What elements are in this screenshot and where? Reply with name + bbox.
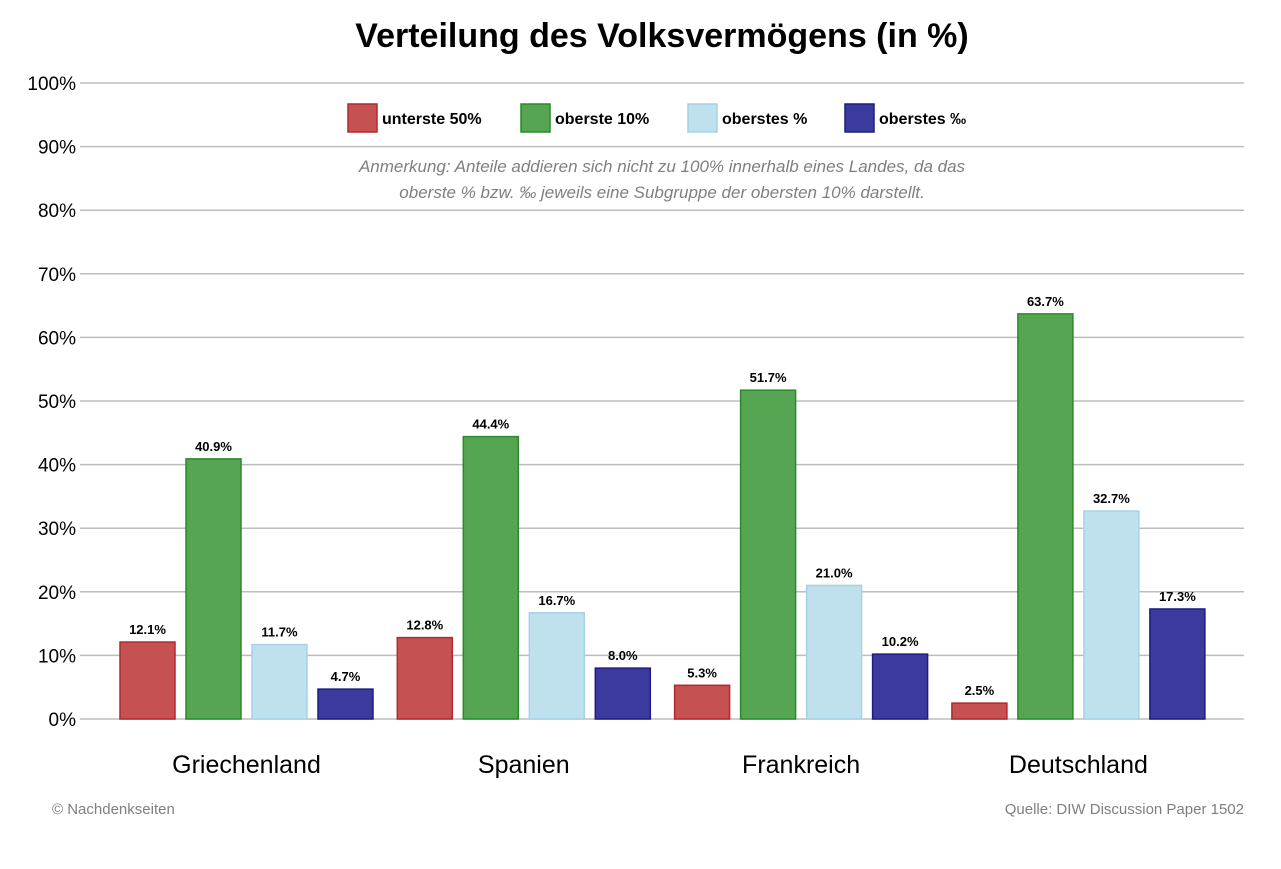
y-tick-label: 10% xyxy=(38,646,76,667)
x-tick-label-spanien: Spanien xyxy=(478,751,570,779)
legend-item-oberstes-prozent: oberstes % xyxy=(687,103,807,133)
legend-item-unterste-50: unterste 50% xyxy=(347,103,482,133)
bar-griechenland-unterste-50prozent xyxy=(119,641,176,720)
value-label: 44.4% xyxy=(472,417,509,432)
y-tick-label: 50% xyxy=(38,392,76,413)
bar-deutschland-oberstes-prozent xyxy=(1083,510,1140,720)
legend-swatch-oberstes-promille xyxy=(844,103,875,133)
bar-spanien-oberste-10prozent xyxy=(462,435,520,720)
y-tick-label: 90% xyxy=(38,138,76,159)
value-label: 12.8% xyxy=(406,618,443,633)
value-label: 10.2% xyxy=(882,634,919,649)
legend-label-oberstes-promille: oberstes ‰ xyxy=(879,111,966,128)
annotation-line-1: Anmerkung: Anteile addieren sich nicht z… xyxy=(358,157,966,176)
legend: unterste 50% oberste 10% oberstes % ober… xyxy=(347,103,966,133)
x-tick-label-frankreich: Frankreich xyxy=(742,751,860,779)
x-tick-label-griechenland: Griechenland xyxy=(172,751,321,779)
value-label: 17.3% xyxy=(1159,589,1196,604)
y-tick-label: 40% xyxy=(38,456,76,477)
bar-frankreich-oberstes-promille xyxy=(871,653,929,720)
value-label: 63.7% xyxy=(1027,294,1064,309)
bar-deutschland-unterste-50prozent xyxy=(951,702,1008,720)
y-axis-ticks: 0% 10% 20% 30% 40% 50% 60% 70% 80% 90% 100% xyxy=(27,74,76,731)
y-tick-label: 100% xyxy=(27,74,76,95)
legend-swatch-oberste-10 xyxy=(520,103,551,133)
value-label: 40.9% xyxy=(195,439,232,454)
bar-frankreich-unterste-50prozent xyxy=(673,684,731,720)
bar-spanien-oberstes-promille xyxy=(594,667,652,720)
value-label: 8.0% xyxy=(608,648,638,663)
y-tick-label: 60% xyxy=(38,328,76,349)
footer-source: Quelle: DIW Discussion Paper 1502 xyxy=(1005,801,1244,818)
annotation-line-2: oberste % bzw. ‰ jeweils eine Subgruppe … xyxy=(399,183,924,202)
legend-label-oberste-10: oberste 10% xyxy=(555,111,649,128)
legend-swatch-oberstes-prozent xyxy=(687,103,718,133)
legend-swatch-unterste-50 xyxy=(347,103,378,133)
y-tick-label: 80% xyxy=(38,201,76,222)
legend-label-oberstes-prozent: oberstes % xyxy=(722,111,807,128)
bar-deutschland-oberstes-promille xyxy=(1149,608,1206,720)
legend-label-unterste-50: unterste 50% xyxy=(382,111,482,128)
value-label: 11.7% xyxy=(261,625,298,640)
footer-copyright: © Nachdenkseiten xyxy=(52,801,175,818)
value-label: 32.7% xyxy=(1093,491,1130,506)
bar-griechenland-oberstes-prozent xyxy=(251,643,308,720)
value-label: 4.7% xyxy=(331,669,361,684)
x-tick-label-deutschland: Deutschland xyxy=(1009,751,1148,779)
value-label: 51.7% xyxy=(750,370,787,385)
value-label: 5.3% xyxy=(687,665,717,680)
y-tick-label: 70% xyxy=(38,265,76,286)
legend-item-oberstes-promille: oberstes ‰ xyxy=(844,103,966,133)
bar-frankreich-oberstes-prozent xyxy=(805,584,863,720)
bar-spanien-oberstes-prozent xyxy=(528,612,586,720)
bars xyxy=(119,313,1206,720)
bar-spanien-unterste-50prozent xyxy=(396,636,454,720)
value-label: 16.7% xyxy=(538,593,575,608)
legend-item-oberste-10: oberste 10% xyxy=(520,103,649,133)
value-label: 12.1% xyxy=(129,622,166,637)
chart-title: Verteilung des Volksvermögens (in %) xyxy=(355,17,968,55)
y-tick-label: 0% xyxy=(49,710,77,731)
bar-griechenland-oberste-10prozent xyxy=(185,458,242,720)
bar-frankreich-oberste-10prozent xyxy=(739,389,797,720)
x-axis-ticks: Griechenland Spanien Frankreich Deutschland xyxy=(172,751,1148,779)
value-label: 21.0% xyxy=(816,565,853,580)
value-label: 2.5% xyxy=(965,683,995,698)
y-tick-label: 20% xyxy=(38,583,76,604)
y-tick-label: 30% xyxy=(38,519,76,540)
bar-griechenland-oberstes-promille xyxy=(317,688,374,720)
bar-deutschland-oberste-10prozent xyxy=(1017,313,1074,720)
value-labels: 12.1% 40.9% 11.7% 4.7% 12.8% 44.4% 16.7% 8.0% 5.… xyxy=(129,294,1196,698)
